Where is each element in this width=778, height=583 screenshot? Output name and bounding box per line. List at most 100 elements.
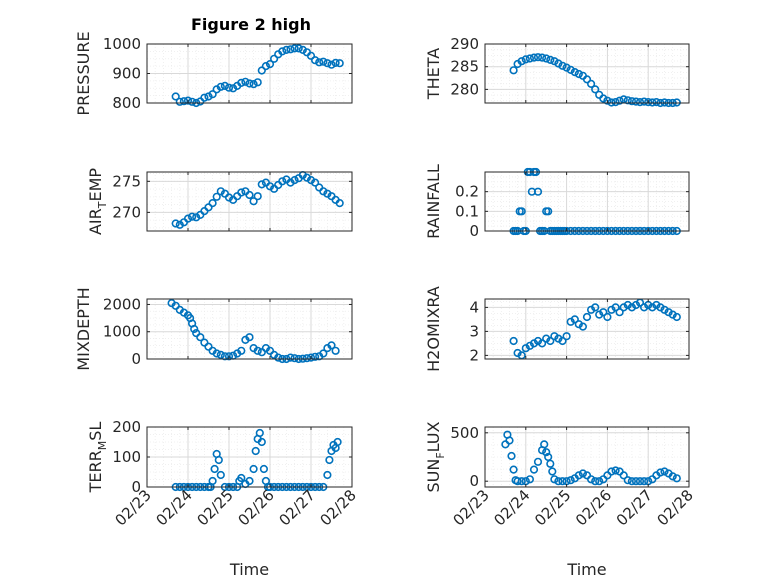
data-point xyxy=(274,353,283,362)
subplot-h2omixra: 2 3 4 H2OMIXRA xyxy=(424,286,690,372)
data-point xyxy=(627,97,637,106)
data-series xyxy=(509,298,681,360)
data-point xyxy=(550,57,559,66)
data-point xyxy=(542,334,551,343)
data-point xyxy=(302,354,312,363)
data-point xyxy=(214,455,223,465)
data-point xyxy=(241,77,250,86)
x-axis-label: Time xyxy=(229,560,269,579)
data-point xyxy=(672,474,681,483)
data-point xyxy=(229,84,238,93)
data-point xyxy=(245,476,254,486)
data-point xyxy=(635,97,645,107)
data-point xyxy=(286,45,295,54)
axes-box xyxy=(146,171,353,232)
data-point xyxy=(333,437,342,447)
data-point xyxy=(513,348,522,358)
data-point xyxy=(210,464,219,474)
data-point xyxy=(327,60,336,69)
data-point xyxy=(586,305,596,314)
data-point xyxy=(257,66,266,75)
data-point xyxy=(639,477,649,486)
data-point xyxy=(635,477,645,486)
data-point xyxy=(224,352,234,361)
y-axis-label: RAINFALL xyxy=(424,164,443,239)
data-point xyxy=(521,55,530,64)
data-point xyxy=(542,54,551,63)
data-series xyxy=(171,44,344,108)
y-tick-label: 0 xyxy=(131,478,141,496)
data-point xyxy=(566,476,575,485)
data-point xyxy=(582,75,592,84)
data-point xyxy=(546,336,555,346)
data-point xyxy=(245,79,254,88)
y-tick-label: 275 xyxy=(112,172,141,190)
y-tick-label: 900 xyxy=(112,65,141,83)
data-point xyxy=(282,45,291,55)
data-point xyxy=(179,97,188,106)
data-point xyxy=(574,471,583,480)
data-point xyxy=(611,466,620,475)
data-point xyxy=(570,315,579,324)
y-tick-label: 100 xyxy=(112,448,141,466)
data-point xyxy=(591,85,600,94)
data-point xyxy=(548,467,557,476)
data-point xyxy=(517,477,526,486)
data-point xyxy=(245,333,254,342)
data-point xyxy=(639,303,649,312)
y-axis-label: SUNFLUX xyxy=(424,421,447,492)
data-point xyxy=(611,97,620,107)
data-point xyxy=(525,475,535,484)
data-point xyxy=(509,66,518,75)
y-axis-label: AIRTEMP xyxy=(86,168,109,235)
data-point xyxy=(212,192,221,201)
axes-box xyxy=(484,43,690,104)
data-point xyxy=(253,192,262,201)
data-point xyxy=(517,57,526,66)
y-tick-label: 2000 xyxy=(103,295,141,313)
data-point xyxy=(192,329,201,338)
data-point xyxy=(188,97,197,106)
data-point xyxy=(204,92,213,101)
data-point xyxy=(237,473,246,483)
data-point xyxy=(537,339,547,348)
data-point xyxy=(188,212,197,221)
data-point xyxy=(212,349,221,358)
data-point xyxy=(554,334,563,343)
data-point xyxy=(294,44,303,53)
y-tick-label: 500 xyxy=(450,424,479,442)
data-point xyxy=(586,79,596,88)
data-point xyxy=(257,348,266,357)
y-tick-label: 1000 xyxy=(103,35,141,53)
data-point xyxy=(183,214,193,223)
data-point xyxy=(311,352,320,361)
y-axis-label: MIXDEPTH xyxy=(74,287,93,370)
data-point xyxy=(257,437,266,447)
data-point xyxy=(237,188,246,197)
data-point xyxy=(631,97,641,106)
data-point xyxy=(290,354,299,363)
data-point xyxy=(290,44,299,53)
y-axis-label: PRESSURE xyxy=(74,31,93,115)
data-point xyxy=(505,436,514,445)
data-point xyxy=(533,187,543,196)
data-point xyxy=(603,312,612,322)
y-tick-label: 4 xyxy=(469,298,479,316)
data-point xyxy=(509,465,518,474)
y-tick-label: 0 xyxy=(469,222,479,240)
data-point xyxy=(619,303,628,312)
data-point xyxy=(224,193,234,202)
data-point xyxy=(668,472,677,481)
y-axis-label: TERRMSL xyxy=(86,422,109,494)
subplot-theta: 280 285 290 THETA xyxy=(424,35,690,108)
plot-area xyxy=(485,44,689,103)
data-point xyxy=(591,477,600,486)
data-series xyxy=(167,299,340,364)
data-point xyxy=(253,346,262,355)
data-point xyxy=(525,54,535,63)
data-point xyxy=(319,57,328,66)
data-point xyxy=(319,349,328,358)
data-point xyxy=(253,78,262,87)
data-point xyxy=(261,61,271,71)
